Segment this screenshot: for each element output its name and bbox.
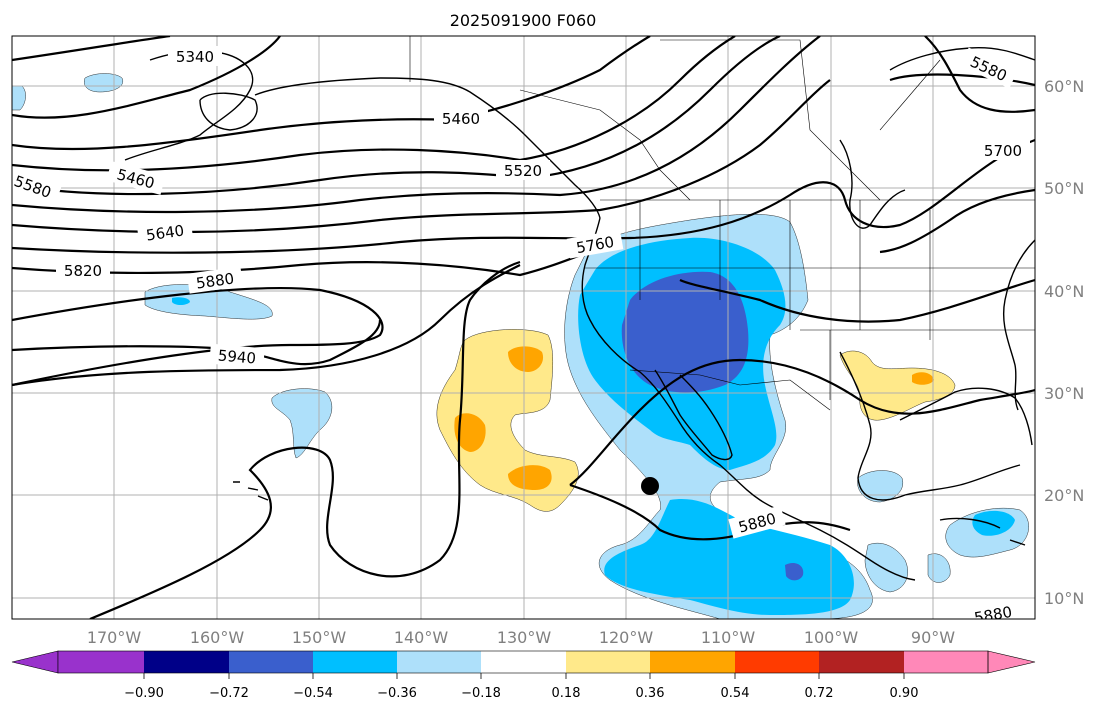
colorbar-over-extension <box>987 650 1036 674</box>
negative-anomaly-spot-east-pacific <box>785 563 804 581</box>
contour-label-5520: 5520 <box>504 162 542 180</box>
colorbar-tick-label: 0.90 <box>890 686 919 701</box>
colorbar-tick-label: 0.54 <box>721 686 750 701</box>
positive-anomaly-gulf-us-orange <box>912 372 934 385</box>
colorbar-tick-label: −0.90 <box>124 686 164 701</box>
caribbean-islands <box>939 517 1026 546</box>
lat-label: 30°N <box>1044 384 1084 403</box>
map-title: 2025091900 F060 <box>450 11 597 30</box>
lon-label: 150°W <box>292 628 347 647</box>
positive-anomaly-light <box>436 329 579 512</box>
colorbar-segment <box>650 651 735 673</box>
gulf-coast <box>839 351 1033 501</box>
lon-label: 90°W <box>911 628 955 647</box>
map-frame <box>11 35 1036 620</box>
canada-north <box>839 47 1035 229</box>
colorbar-tick-label: −0.54 <box>293 686 333 701</box>
colorbar-segment <box>144 651 229 673</box>
colorbar-segment <box>904 651 988 673</box>
east-coast-us <box>1002 239 1035 411</box>
negative-anomaly-patch-central-america <box>864 542 908 593</box>
lon-label: 140°W <box>394 628 449 647</box>
colorbar-segment <box>819 651 904 673</box>
negative-anomaly-patch-central-dark <box>172 297 190 305</box>
lon-label: 130°W <box>497 628 552 647</box>
baja-california <box>654 369 733 461</box>
colorbar-tick-label: −0.72 <box>209 686 249 701</box>
positive-anomaly-orange-2 <box>454 413 486 452</box>
lat-label: 20°N <box>1044 486 1084 505</box>
colorbar-segment <box>397 651 481 673</box>
contour-label-5700: 5700 <box>984 142 1022 160</box>
lat-label: 10°N <box>1044 589 1084 608</box>
colorbar-under-extension <box>11 650 59 674</box>
lon-label: 170°W <box>87 628 142 647</box>
west-coast-us <box>581 217 916 581</box>
lon-label: 110°W <box>701 628 756 647</box>
negative-anomaly-patch-caribbean-dark <box>972 510 1015 536</box>
negative-anomaly-patch-hawaii-n <box>271 388 332 459</box>
contour-label-5820: 5820 <box>64 262 102 280</box>
anomaly-shading <box>12 73 1029 619</box>
contour-labels: 5340 5460 5520 5460 5580 5640 5760 5820 … <box>12 46 1030 627</box>
contour-label-5460-east: 5460 <box>442 110 480 128</box>
lon-label: 160°W <box>190 628 245 647</box>
lat-label: 40°N <box>1044 282 1084 301</box>
colorbar-segment <box>566 651 650 673</box>
latitude-labels: 60°N 50°N 40°N 30°N 20°N 10°N <box>1044 77 1084 608</box>
colorbar-tick-label: −0.36 <box>377 686 417 701</box>
height-contours <box>12 36 1035 619</box>
colorbar: −0.90 −0.72 −0.54 −0.36 −0.18 0.18 0.36 … <box>11 650 1036 701</box>
contour-label-5340: 5340 <box>176 48 214 66</box>
colorbar-segment <box>229 651 313 673</box>
negative-anomaly-patch-small-ca <box>927 553 951 583</box>
positive-anomaly-orange-1 <box>508 346 544 372</box>
colorbar-segment <box>58 651 144 673</box>
longitude-labels: 170°W 160°W 150°W 140°W 130°W 120°W 110°… <box>87 628 955 647</box>
contour-label-5880-west: 5880 <box>195 269 235 292</box>
colorbar-tick-label: 0.18 <box>552 686 581 701</box>
negative-anomaly-patch-alaska <box>84 73 124 93</box>
colorbar-tick-label: −0.18 <box>461 686 501 701</box>
colorbar-tick-label: 0.36 <box>636 686 665 701</box>
colorbar-segment <box>735 651 819 673</box>
lat-label: 50°N <box>1044 179 1084 198</box>
colorbar-tick-label: 0.72 <box>805 686 834 701</box>
lon-label: 120°W <box>599 628 654 647</box>
lon-label: 100°W <box>804 628 859 647</box>
lat-label: 60°N <box>1044 77 1084 96</box>
contour-label-5940: 5940 <box>217 346 257 367</box>
colorbar-segment <box>481 651 566 673</box>
storm-position-marker <box>641 477 659 495</box>
colorbar-segment <box>313 651 397 673</box>
coastlines <box>124 47 1035 581</box>
hawaii-islands <box>233 481 269 501</box>
colorbar-frame <box>57 650 989 674</box>
contour-label-5880-southeast: 5880 <box>973 603 1014 627</box>
negative-anomaly-medium-south <box>604 499 854 615</box>
contour-5880-mexico <box>569 358 1035 541</box>
positive-anomaly-orange-3 <box>508 465 552 490</box>
contour-label-5640: 5640 <box>145 221 185 244</box>
